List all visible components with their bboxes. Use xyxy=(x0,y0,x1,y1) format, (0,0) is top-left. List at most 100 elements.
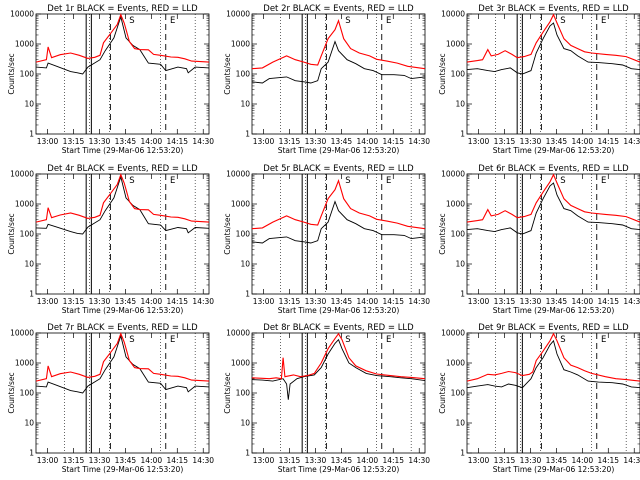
x-tick-label: 14:00 xyxy=(141,456,163,465)
x-tick-label: 14:00 xyxy=(357,297,379,306)
x-axis-label: Start Time (29-Mar-06 12:53:20) xyxy=(62,306,184,315)
interval-marker-e: E xyxy=(170,16,175,26)
interval-marker-s: S xyxy=(345,176,350,186)
panel-det-8: Det 8r BLACK = Events, RED = LLD 1 10 100 10… xyxy=(223,323,430,474)
x-tick-label: 13:45 xyxy=(115,456,137,465)
y-tick-label: 1000 xyxy=(15,200,34,209)
y-tick-label: 100 xyxy=(236,70,251,79)
y-tick-label: 1000 xyxy=(15,40,34,49)
y-tick-label: 1 xyxy=(29,130,34,139)
x-tick-label: 13:00 xyxy=(37,297,59,306)
events-series-line xyxy=(466,339,640,389)
x-tick-label: 14:30 xyxy=(623,137,640,146)
y-tick-label: 1 xyxy=(245,449,250,458)
interval-marker-e: E xyxy=(601,176,606,186)
x-tick-label: 13:45 xyxy=(546,137,568,146)
x-tick-label: 13:00 xyxy=(468,456,490,465)
y-axis-label: Counts/sec xyxy=(438,53,447,94)
x-tick-label: 13:30 xyxy=(89,297,111,306)
y-tick-label: 10 xyxy=(240,260,250,269)
x-axis-label: Start Time (29-Mar-06 12:53:20) xyxy=(278,465,400,474)
y-axis-label: Counts/sec xyxy=(223,213,232,254)
x-tick-label: 14:30 xyxy=(408,297,430,306)
y-tick-label: 10 xyxy=(24,260,34,269)
y-tick-label: 10 xyxy=(24,100,34,109)
chart-title: Det 2r BLACK = Events, RED = LLD xyxy=(263,4,414,14)
x-tick-label: 14:15 xyxy=(382,297,404,306)
y-tick-label: 1000 xyxy=(231,40,250,49)
interval-marker-s: S xyxy=(129,176,134,186)
events-series-line xyxy=(466,182,640,235)
x-tick-label: 14:30 xyxy=(192,137,214,146)
events-series-line xyxy=(251,200,426,244)
lld-series-line xyxy=(251,332,426,380)
panel-det-1: Det 1r BLACK = Events, RED = LLD 1 10 100 10… xyxy=(7,4,214,155)
interval-marker-s: S xyxy=(129,16,134,26)
x-tick-label: 13:30 xyxy=(305,456,327,465)
x-tick-label: 14:15 xyxy=(382,456,404,465)
x-tick-label: 13:15 xyxy=(63,137,85,146)
events-series-line xyxy=(35,175,210,235)
panel-det-6: Det 6r BLACK = Events, RED = LLD 1 10 100 10… xyxy=(438,164,640,315)
chart-title: Det 4r BLACK = Events, RED = LLD xyxy=(47,164,198,174)
y-axis-label: Counts/sec xyxy=(7,53,16,94)
y-tick-label: 1 xyxy=(460,449,465,458)
lld-series-line xyxy=(35,13,210,63)
x-tick-label: 14:00 xyxy=(141,297,163,306)
x-tick-label: 14:00 xyxy=(572,297,594,306)
x-axis-label: Start Time (29-Mar-06 12:53:20) xyxy=(62,146,184,155)
x-tick-label: 14:00 xyxy=(357,456,379,465)
x-tick-label: 13:30 xyxy=(520,137,542,146)
events-series-line xyxy=(251,40,426,84)
interval-marker-e: E xyxy=(170,176,175,186)
lld-series-line xyxy=(466,173,640,223)
x-tick-label: 14:30 xyxy=(408,137,430,146)
x-tick-label: 13:15 xyxy=(279,297,301,306)
interval-marker-e: E xyxy=(601,335,606,345)
chart-title: Det 6r BLACK = Events, RED = LLD xyxy=(478,164,629,174)
y-tick-label: 10000 xyxy=(10,329,34,338)
x-axis-label: Start Time (29-Mar-06 12:53:20) xyxy=(493,306,615,315)
x-tick-label: 13:15 xyxy=(63,297,85,306)
x-tick-label: 14:15 xyxy=(382,137,404,146)
x-tick-label: 14:15 xyxy=(166,297,188,306)
chart-title: Det 8r BLACK = Events, RED = LLD xyxy=(263,323,414,333)
y-tick-label: 10 xyxy=(240,419,250,428)
y-tick-label: 100 xyxy=(451,230,466,239)
x-tick-label: 13:15 xyxy=(494,137,516,146)
x-axis-label: Start Time (29-Mar-06 12:53:20) xyxy=(278,306,400,315)
x-tick-label: 13:30 xyxy=(305,137,327,146)
y-tick-label: 1000 xyxy=(446,200,465,209)
x-tick-label: 13:15 xyxy=(494,297,516,306)
y-tick-label: 1 xyxy=(245,130,250,139)
interval-marker-s: S xyxy=(345,16,350,26)
x-tick-label: 14:30 xyxy=(192,297,214,306)
x-tick-label: 14:30 xyxy=(623,297,640,306)
interval-marker-e: E xyxy=(601,16,606,26)
x-tick-label: 13:45 xyxy=(546,297,568,306)
lld-series-line xyxy=(35,173,210,223)
panel-det-4: Det 4r BLACK = Events, RED = LLD 1 10 100 10… xyxy=(7,164,214,315)
interval-marker-e: E xyxy=(386,176,391,186)
panel-det-7: Det 7r BLACK = Events, RED = LLD 1 10 100 10… xyxy=(7,323,214,474)
x-tick-label: 13:45 xyxy=(115,297,137,306)
y-tick-label: 1 xyxy=(245,290,250,299)
lld-series-line xyxy=(251,18,426,70)
y-tick-label: 100 xyxy=(236,389,251,398)
panel-det-9: Det 9r BLACK = Events, RED = LLD 1 10 100 10… xyxy=(438,323,640,474)
panel-det-5: Det 5r BLACK = Events, RED = LLD 1 10 100 10… xyxy=(223,164,430,315)
x-tick-label: 14:00 xyxy=(572,456,594,465)
lld-series-line xyxy=(35,332,210,382)
y-tick-label: 1 xyxy=(29,449,34,458)
x-tick-label: 13:45 xyxy=(331,456,353,465)
x-tick-label: 13:30 xyxy=(89,456,111,465)
interval-marker-s: S xyxy=(345,335,350,345)
chart-title: Det 3r BLACK = Events, RED = LLD xyxy=(478,4,629,14)
chart-title: Det 7r BLACK = Events, RED = LLD xyxy=(47,323,198,333)
x-tick-label: 14:15 xyxy=(597,137,619,146)
chart-title: Det 9r BLACK = Events, RED = LLD xyxy=(478,323,629,333)
y-tick-label: 100 xyxy=(236,230,251,239)
interval-marker-s: S xyxy=(560,335,565,345)
x-tick-label: 14:30 xyxy=(623,456,640,465)
